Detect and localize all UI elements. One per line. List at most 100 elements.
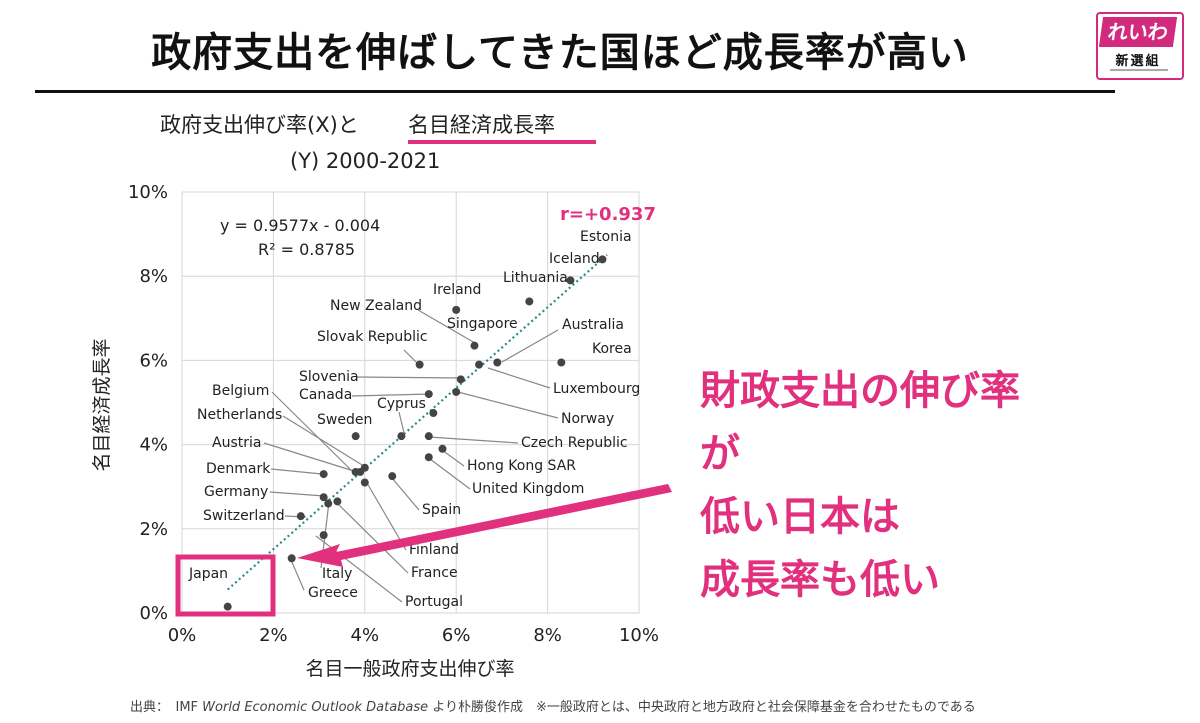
label-portugal: Portugal [405,594,463,610]
label-lithuania: Lithuania [503,270,568,286]
leader-line [315,535,403,603]
leader-line [428,436,519,444]
point-labels: Estonia Iceland Lithuania Ireland New Zealan… [188,229,640,610]
label-luxembourg: Luxembourg [553,381,640,397]
label-australia: Australia [562,317,624,333]
title-underline [35,90,1115,93]
source-suffix: より朴勝俊作成 ※一般政府とは、中央政府と地方政府と社会保障基金を合わせたもので… [428,700,976,715]
label-japan: Japan [188,566,228,582]
point-germany [319,493,328,502]
point-spain [388,472,397,481]
trend-line [226,254,608,591]
point-slovak-republic [415,360,424,369]
label-korea: Korea [592,341,632,357]
axis-ticks: 0% 2% 4% 6% 8% 10% 0% 2% 4% 6% 8% 10% [128,182,659,646]
leader-line [441,449,465,467]
leader-line [398,411,406,438]
leader-line [457,391,559,419]
data-points [223,255,607,611]
logo-bottom-text: 新選組 [1115,54,1161,69]
callout-line-3: 成長率も低い [700,557,940,603]
y-tick-label: 10% [128,182,168,203]
logo-subtext-line [1110,69,1168,71]
slide-title: 政府支出を伸ばしてきた国ほど成長率が高い [151,30,969,76]
leader-line [391,477,420,511]
leader-line [269,491,325,497]
japan-highlight-box [175,554,276,617]
point-czech-republic [424,432,433,441]
point-greece [287,554,296,563]
point-lithuania [525,297,534,306]
point-portugal [319,531,328,540]
label-italy: Italy [322,566,352,582]
point-australia [493,358,502,367]
equation-text: y = 0.9577x - 0.004 [220,216,380,235]
leader-line [351,393,433,397]
point-slovenia [424,390,433,399]
label-switzerland: Switzerland [203,508,285,524]
point-united-kingdom [424,453,433,462]
leader-line [290,559,305,591]
chart-title-line1-a: 政府支出伸び率(X)と [160,113,359,137]
point-switzerland [296,512,305,521]
chart-title-line2: (Y) 2000-2021 [290,149,440,173]
point-cyprus [397,432,406,441]
source-note: 出典： IMF World Economic Outlook Database … [130,696,976,715]
x-tick-label: 2% [259,625,288,646]
point-france [333,497,342,506]
label-iceland: Iceland [549,251,600,267]
x-tick-label: 0% [168,625,197,646]
point-iceland [566,276,575,285]
label-singapore: Singapore [447,316,518,332]
label-spain: Spain [422,502,461,518]
point-new-zealand [470,341,479,350]
label-norway: Norway [561,411,614,427]
source-prefix: 出典： IMF [130,700,203,715]
label-cyprus: Cyprus [377,396,426,412]
label-czech-republic: Czech Republic [521,435,628,451]
label-canada: Canada [299,387,352,403]
x-axis-label: 名目一般政府支出伸び率 [305,658,514,680]
point-austria [356,467,365,476]
leader-line [487,367,551,389]
label-netherlands: Netherlands [197,407,282,423]
leader-line [271,391,354,473]
leader-line [429,458,471,490]
callout-text: 財政支出の伸び率が 低い日本は 成長率も低い [700,360,1020,612]
label-slovenia: Slovenia [299,369,359,385]
label-greece: Greece [308,585,358,601]
point-sweden [351,432,360,441]
label-sweden: Sweden [317,412,372,428]
x-tick-label: 10% [619,625,659,646]
label-ireland: Ireland [433,282,481,298]
x-tick-label: 6% [442,625,471,646]
y-tick-label: 4% [139,435,168,456]
y-tick-label: 6% [139,350,168,371]
leader-line [270,468,323,475]
callout-line-2: 低い日本は [700,494,900,540]
label-france: France [411,565,458,581]
leader-lines [263,309,559,603]
label-united-kingdom: United Kingdom [472,481,584,497]
leader-line [417,309,476,344]
r-squared-text: R² = 0.8785 [258,240,355,259]
leader-line [366,482,407,551]
point-singapore [456,375,465,384]
leader-line [356,376,464,379]
label-germany: Germany [204,484,268,500]
correlation-label: r=+0.937 [560,204,656,225]
point-luxembourg [475,360,484,369]
point-ireland [452,305,461,314]
point-japan [223,602,232,611]
label-finland: Finland [409,542,459,558]
x-tick-label: 8% [533,625,562,646]
label-austria: Austria [212,435,261,451]
callout-arrow [297,484,672,567]
y-tick-label: 0% [139,603,168,624]
label-slovak-republic: Slovak Republic [317,329,428,345]
point-italy [324,499,333,508]
label-hong-kong-sar: Hong Kong SAR [467,458,576,474]
label-denmark: Denmark [206,461,271,477]
y-axis-label: 名目経済成長率 [91,338,113,471]
